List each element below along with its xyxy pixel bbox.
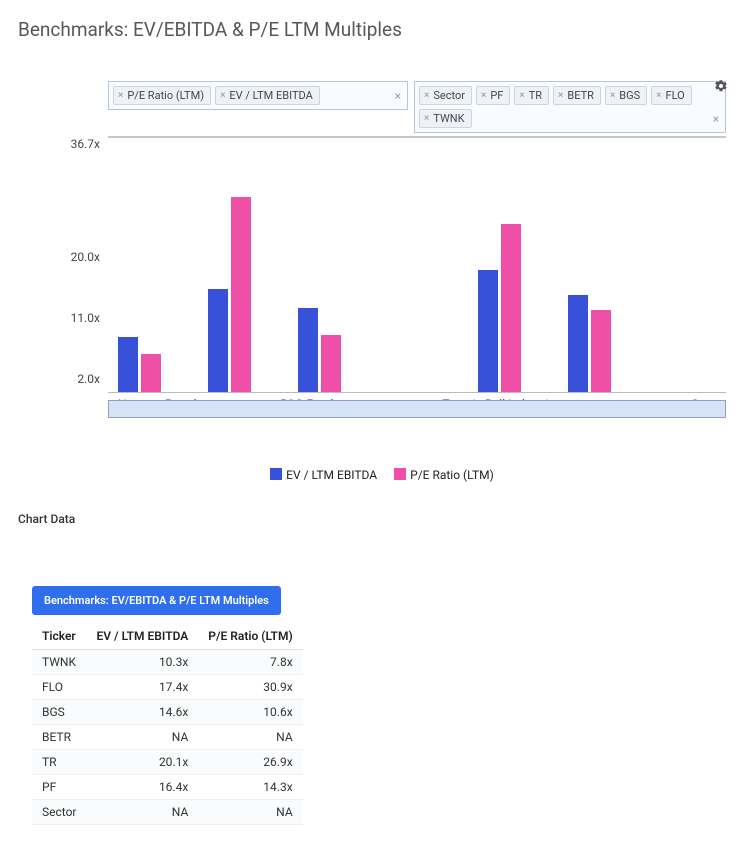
chart-bar[interactable] (231, 197, 251, 393)
chart-bar[interactable] (568, 295, 588, 393)
chart-bar[interactable] (591, 310, 611, 393)
table-cell: 17.4x (87, 675, 199, 700)
chart-data-label: Chart Data (18, 512, 732, 526)
table-cell: 20.1x (87, 750, 199, 775)
filter-tag[interactable]: × TR (514, 86, 549, 105)
legend-label-pe: P/E Ratio (LTM) (410, 468, 494, 482)
gear-icon[interactable] (714, 79, 728, 97)
chart-baseline (108, 392, 726, 393)
table-cell: 16.4x (87, 775, 199, 800)
filter-tag[interactable]: × EV / LTM EBITDA (215, 86, 320, 105)
table-cell: Sector (32, 800, 87, 825)
table-row: BGS14.6x10.6x (32, 700, 303, 725)
close-icon[interactable]: × (220, 91, 225, 101)
chart-data-table: TickerEV / LTM EBITDAP/E Ratio (LTM) TWN… (32, 623, 303, 825)
close-icon[interactable]: × (481, 91, 486, 101)
table-cell: FLO (32, 675, 87, 700)
chart-bar[interactable] (118, 337, 138, 393)
table-row: SectorNANA (32, 800, 303, 825)
legend-swatch-ev (270, 468, 282, 480)
table-row: TR20.1x26.9x (32, 750, 303, 775)
table-row: PF16.4x14.3x (32, 775, 303, 800)
filter-tag[interactable]: × TWNK (419, 109, 472, 128)
close-icon[interactable]: × (118, 91, 123, 101)
clear-tickers[interactable]: × (711, 112, 721, 126)
chart-scrubber[interactable] (108, 400, 726, 418)
benchmark-chart: 36.7x20.0x11.0x2.0xHostess BrandsB&G Foo… (108, 158, 726, 418)
y-axis-label: 11.0x (71, 311, 100, 325)
close-icon[interactable]: × (424, 114, 429, 124)
table-cell: 26.9x (198, 750, 302, 775)
table-row: BETRNANA (32, 725, 303, 750)
table-cell: NA (87, 800, 199, 825)
table-cell: 10.6x (198, 700, 302, 725)
close-icon[interactable]: × (656, 91, 661, 101)
table-cell: 7.8x (198, 650, 302, 675)
table-cell: NA (198, 725, 302, 750)
legend-swatch-pe (394, 468, 406, 480)
close-icon[interactable]: × (558, 91, 563, 101)
table-cell: TR (32, 750, 87, 775)
chart-bar[interactable] (208, 289, 228, 393)
table-cell: NA (198, 800, 302, 825)
filter-tag[interactable]: × BGS (605, 86, 647, 105)
table-cell: PF (32, 775, 87, 800)
table-cell: BETR (32, 725, 87, 750)
y-axis-label: 36.7x (71, 137, 100, 151)
filter-tag[interactable]: × FLO (651, 86, 692, 105)
table-title: Benchmarks: EV/EBITDA & P/E LTM Multiple… (32, 586, 281, 615)
table-cell: TWNK (32, 650, 87, 675)
chart-bar[interactable] (478, 270, 498, 393)
clear-metrics[interactable]: × (393, 89, 403, 103)
chart-legend: EV / LTM EBITDA P/E Ratio (LTM) (18, 468, 732, 482)
page-title: Benchmarks: EV/EBITDA & P/E LTM Multiple… (18, 18, 732, 41)
filter-tag[interactable]: × BETR (553, 86, 601, 105)
table-row: FLO17.4x30.9x (32, 675, 303, 700)
filter-tag[interactable]: × P/E Ratio (LTM) (113, 86, 211, 105)
y-axis-label: 20.0x (71, 250, 100, 264)
chart-bar[interactable] (321, 335, 341, 393)
table-cell: NA (87, 725, 199, 750)
chart-bar[interactable] (501, 224, 521, 393)
close-icon[interactable]: × (519, 91, 524, 101)
table-cell: 14.6x (87, 700, 199, 725)
chart-bar[interactable] (298, 308, 318, 393)
table-header: EV / LTM EBITDA (87, 623, 199, 650)
y-axis-label: 2.0x (77, 372, 100, 386)
filter-tag[interactable]: × Sector (419, 86, 472, 105)
table-cell: BGS (32, 700, 87, 725)
table-cell: 10.3x (87, 650, 199, 675)
close-icon[interactable]: × (610, 91, 615, 101)
legend-label-ev: EV / LTM EBITDA (286, 468, 377, 482)
table-cell: 30.9x (198, 675, 302, 700)
table-cell: 14.3x (198, 775, 302, 800)
table-row: TWNK10.3x7.8x (32, 650, 303, 675)
ticker-filter-box[interactable]: × Sector× PF× TR× BETR× BGS× FLO× TWNK× (414, 81, 726, 133)
table-header: Ticker (32, 623, 87, 650)
filter-tag[interactable]: × PF (476, 86, 510, 105)
metric-filter-box[interactable]: × P/E Ratio (LTM)× EV / LTM EBITDA× (108, 81, 408, 110)
close-icon[interactable]: × (424, 91, 429, 101)
table-header: P/E Ratio (LTM) (198, 623, 302, 650)
chart-bar[interactable] (141, 354, 161, 393)
